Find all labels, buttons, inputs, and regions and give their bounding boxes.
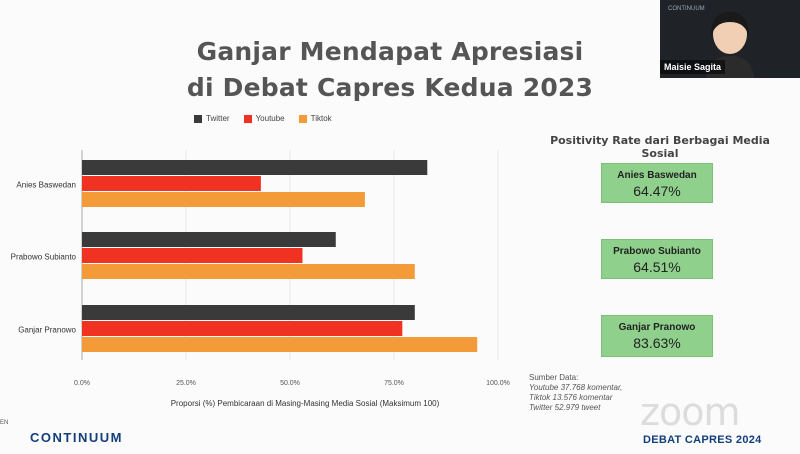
zoom-watermark: zoom xyxy=(640,390,740,434)
legend-swatch-youtube xyxy=(243,114,252,123)
source-note: Sumber Data: Youtube 37.768 komentar, Ti… xyxy=(529,373,622,413)
x-tick-label: 100.0% xyxy=(486,380,510,387)
legend-item-twitter: Twitter xyxy=(194,114,230,123)
event-label: DEBAT CAPRES 2024 xyxy=(643,434,762,446)
chart-legend: Twitter Youtube Tiktok xyxy=(194,114,332,123)
video-background-logo: CONTINUUM xyxy=(668,6,705,12)
legend-label-youtube: Youtube xyxy=(255,114,285,123)
positivity-card-anies: Anies Baswedan 64.47% xyxy=(601,163,713,203)
x-tick-label: 50.0% xyxy=(280,380,300,387)
positivity-title: Positivity Rate dari Berbagai Media Sosi… xyxy=(550,134,770,160)
y-category-label: Ganjar Pranowo xyxy=(18,326,76,335)
source-youtube: Youtube 37.768 komentar, xyxy=(529,383,623,392)
legend-swatch-twitter xyxy=(194,114,202,123)
participant-name: Maisie Sagita xyxy=(660,60,726,74)
title-line-1: Ganjar Mendapat Apresiasi xyxy=(196,37,584,66)
bar-tiktok xyxy=(82,337,478,352)
x-tick-label: 25.0% xyxy=(176,380,196,387)
card-value: 64.47% xyxy=(633,183,681,199)
bar-youtube xyxy=(82,248,303,263)
legend-item-tiktok: Tiktok xyxy=(298,114,332,123)
source-tiktok: Tiktok 13.576 komentar xyxy=(529,393,613,402)
bar-twitter xyxy=(82,160,428,175)
card-name: Prabowo Subianto xyxy=(613,246,701,257)
positivity-card-ganjar: Ganjar Pranowo 83.63% xyxy=(601,315,713,357)
bar-tiktok xyxy=(82,192,365,207)
slide-title: Ganjar Mendapat Apresiasi di Debat Capre… xyxy=(180,34,600,106)
legend-label-twitter: Twitter xyxy=(206,114,230,123)
language-indicator: EN xyxy=(0,420,9,426)
x-tick-label: 75.0% xyxy=(384,380,404,387)
x-axis-label: Proporsi (%) Pembicaraan di Masing-Masin… xyxy=(171,399,440,408)
y-category-label: Prabowo Subianto xyxy=(11,253,77,262)
bar-tiktok xyxy=(82,264,415,279)
source-label: Sumber Data: xyxy=(529,373,579,382)
legend-item-youtube: Youtube xyxy=(243,114,285,123)
card-value: 83.63% xyxy=(633,335,681,351)
title-line-2: di Debat Capres Kedua 2023 xyxy=(186,73,594,102)
participant-video[interactable]: CONTINUUM Maisie Sagita xyxy=(660,0,800,78)
legend-swatch-tiktok xyxy=(298,114,307,123)
continuum-logo: CONTINUUM xyxy=(30,430,123,445)
positivity-card-prabowo: Prabowo Subianto 64.51% xyxy=(601,239,713,279)
card-value: 64.51% xyxy=(633,259,681,275)
source-twitter: Twitter 52.979 tweet xyxy=(529,403,601,412)
legend-label-tiktok: Tiktok xyxy=(310,114,332,123)
bar-twitter xyxy=(82,232,336,247)
bar-twitter xyxy=(82,305,415,320)
x-tick-label: 0.0% xyxy=(74,380,90,387)
y-category-label: Anies Baswedan xyxy=(16,181,76,190)
bar-youtube xyxy=(82,321,403,336)
card-name: Anies Baswedan xyxy=(617,170,697,181)
bar-youtube xyxy=(82,176,261,191)
card-name: Ganjar Pranowo xyxy=(618,322,696,333)
